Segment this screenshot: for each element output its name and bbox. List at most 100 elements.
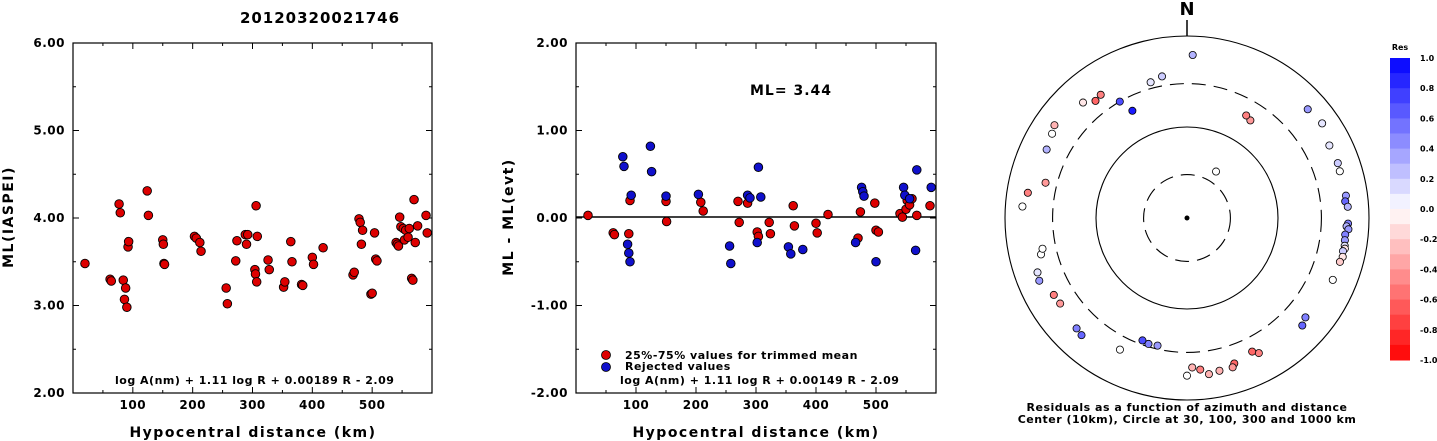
station-point [1033, 268, 1042, 277]
station-point [1042, 145, 1051, 154]
station-point [1228, 363, 1237, 372]
station-point [1318, 119, 1327, 128]
ml-point [409, 194, 419, 205]
ring-100km [1095, 126, 1279, 310]
ml-point [318, 242, 328, 253]
colorbar-cell [1390, 344, 1410, 361]
colorbar-cell [1390, 88, 1410, 104]
ml-point [412, 221, 423, 231]
trimmed-point [925, 200, 935, 211]
panel1-xlabel: Hypocentral distance (km) [129, 425, 376, 441]
ml-point [421, 210, 431, 221]
caption-line2: Center (10km), Circle at 30, 100, 300 an… [1018, 413, 1357, 426]
ml-point [252, 231, 263, 242]
station-point [1153, 341, 1162, 350]
station-point [1196, 365, 1205, 374]
ml-point [408, 275, 418, 285]
rejected-point [622, 239, 633, 249]
colorbar-cells [1390, 58, 1410, 361]
rejected-point [693, 189, 704, 200]
panel1-ytick-label: 3.00 [33, 299, 65, 313]
ml-point [287, 257, 297, 267]
ml-point [308, 259, 319, 270]
colorbar-tick-label: 0.0 [1420, 205, 1435, 214]
ml-point [251, 200, 261, 211]
ml-point [119, 294, 130, 305]
station-point [1035, 276, 1044, 285]
panel2-ytick-label: 1.00 [536, 124, 568, 138]
colorbar-tick-label: -0.4 [1420, 265, 1437, 274]
ml-point [158, 239, 169, 249]
station-point [1298, 321, 1307, 330]
panel2-ytick-label: 2.00 [536, 36, 568, 50]
colorbar-cell [1390, 73, 1410, 89]
colorbar-cell [1390, 269, 1410, 285]
trimmed-point [912, 210, 922, 221]
panel1-points [80, 186, 432, 313]
station-point [1254, 349, 1263, 358]
panel1-formula: log A(nm) + 1.11 log R + 0.00189 R - 2.0… [115, 374, 394, 387]
ml-point [251, 277, 262, 287]
panel2-xtick-label: 500 [863, 398, 890, 412]
rejected-point [645, 141, 656, 151]
trimmed-point [870, 198, 880, 208]
ml-point [196, 246, 206, 256]
panel2-formula: log A(nm) + 1.11 log R + 0.00149 R - 2.0… [620, 374, 899, 387]
panel2-points [583, 141, 936, 269]
ml-point [298, 280, 308, 291]
colorbar-cell [1390, 299, 1410, 316]
ml-point [410, 237, 420, 248]
rejected-point [910, 245, 921, 256]
panel1-xtick-label: 100 [120, 398, 147, 412]
station-point [1077, 331, 1086, 340]
rejected-point [871, 257, 881, 267]
ml-point [367, 288, 377, 299]
magnitude-vs-distance-panel: 100 200 300 400 500 2.00 3.00 4.00 5.00 6.00 Hypo… [1, 36, 433, 441]
panel1-ylabel: ML(IASPEI) [1, 166, 17, 268]
panel2-xtick-label: 300 [743, 398, 770, 412]
panel2-ylabel: ML - ML(evt) [501, 158, 517, 275]
colorbar-cell [1390, 224, 1410, 240]
rejected-point [726, 258, 736, 269]
ring-30km [1143, 174, 1231, 262]
legend-rejected-label: Rejected values [625, 360, 731, 373]
station-point [1056, 299, 1065, 308]
station-point [1188, 363, 1197, 372]
colorbar-cell [1390, 239, 1410, 255]
trimmed-point [765, 228, 776, 239]
rejected-point [619, 161, 629, 172]
colorbar-cell [1390, 284, 1410, 301]
panel1-xtick-label: 500 [359, 398, 386, 412]
ring-300km [1052, 83, 1322, 353]
station-point [1096, 90, 1105, 99]
ring-1000km [1004, 35, 1370, 401]
colorbar-cell [1390, 118, 1410, 134]
trimmed-point [661, 216, 672, 227]
colorbar-cell [1390, 148, 1410, 165]
colorbar-tick-label: 1.0 [1420, 54, 1435, 63]
ml-point [349, 267, 359, 278]
rejected-point [859, 191, 869, 201]
ml-point [357, 225, 368, 235]
panel1-xtick-label: 300 [239, 398, 266, 412]
panel2-xtick-label: 200 [683, 398, 710, 412]
panel1-ytick-label: 6.00 [33, 36, 65, 50]
station-point [1212, 167, 1221, 176]
trimmed-point [696, 197, 706, 207]
ml-point [114, 199, 124, 209]
trimmed-point [812, 228, 822, 238]
trimmed-point [788, 200, 798, 211]
trimmed-point [873, 227, 884, 237]
panel2-ytick-label: 0.00 [536, 211, 568, 225]
colorbar-cell [1390, 103, 1410, 119]
trimmed-point [733, 196, 743, 207]
station-point [1146, 78, 1155, 87]
station-point [1144, 339, 1153, 348]
station-point [1188, 50, 1197, 59]
trimmed-point [624, 228, 634, 239]
rejected-point [618, 151, 628, 162]
rejected-point [798, 244, 808, 255]
colorbar-cell [1390, 254, 1410, 270]
rejected-point [626, 190, 636, 200]
colorbar-cell [1390, 178, 1410, 195]
